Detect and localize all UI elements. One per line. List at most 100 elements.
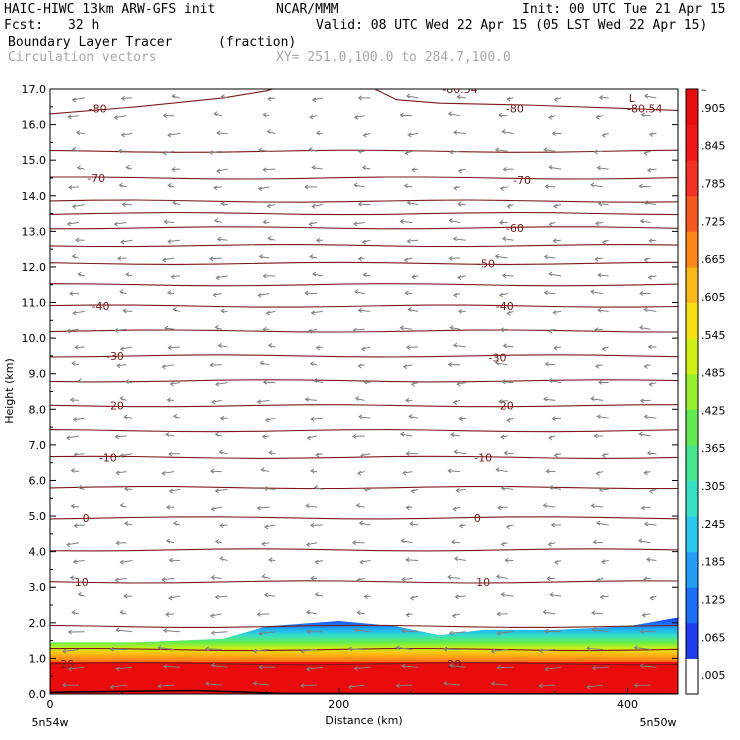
vector-head (256, 399, 261, 405)
vector-head (447, 362, 452, 367)
vector-head (310, 416, 315, 422)
vector-shaft (451, 541, 461, 544)
vector-shaft (539, 649, 556, 652)
vector-head (119, 559, 124, 565)
vector-head (643, 93, 649, 99)
x-start-location: 5n54w (32, 716, 69, 729)
circulation-vector (170, 274, 180, 280)
circulation-vector (591, 610, 603, 616)
vector-shaft (449, 664, 466, 668)
vector-head (543, 396, 548, 402)
vector-shaft (313, 380, 323, 384)
vector-shaft (453, 238, 466, 241)
vector-head (262, 219, 267, 225)
vector-shaft (165, 327, 175, 330)
vector-head (170, 274, 175, 280)
circulation-vector (502, 343, 514, 349)
vector-shaft (491, 649, 508, 652)
vector-shaft (115, 577, 127, 581)
colorbar-swatch (686, 516, 698, 553)
colorbar-swatch (686, 444, 698, 481)
vector-head (399, 431, 405, 437)
circulation-vector (168, 557, 180, 563)
vector-shaft (596, 522, 609, 526)
vector-head (553, 203, 558, 209)
circulation-vector (264, 524, 276, 530)
vector-head (267, 96, 272, 102)
circulation-vector (120, 239, 133, 245)
vector-head (597, 272, 602, 278)
vector-head (311, 203, 316, 209)
vector-shaft (306, 505, 318, 508)
vector-head (443, 681, 448, 686)
valid-time: Valid: 08 UTC Wed 22 Apr 15 (05 LST Wed … (316, 18, 708, 33)
vector-head (353, 666, 358, 671)
circulation-vector (547, 542, 556, 547)
colorbar-label: .665 (701, 253, 726, 266)
circulation-vector (454, 594, 466, 600)
circulation-vector (68, 291, 79, 297)
vector-shaft (504, 452, 514, 455)
vector-shaft (358, 309, 371, 312)
vector-head (259, 360, 264, 366)
vector-head (591, 627, 596, 633)
vector-head (268, 557, 273, 563)
vector-head (594, 327, 599, 333)
vector-head (309, 522, 315, 528)
colorbar-swatch (686, 551, 698, 588)
vector-head (400, 538, 405, 544)
circulation-vector (310, 575, 318, 581)
circulation-vector (506, 203, 514, 209)
circulation-vector (544, 628, 562, 634)
circulation-vector (362, 132, 371, 138)
circulation-vector (501, 236, 514, 241)
circulation-vector (220, 94, 228, 99)
vector-head (113, 115, 118, 121)
vector-shaft (502, 381, 514, 384)
circulation-vector (358, 520, 371, 526)
vector-shaft (258, 149, 270, 152)
vector-shaft (253, 649, 270, 652)
temperature-contour (50, 429, 678, 433)
colorbar-swatch (686, 658, 698, 695)
vector-head (404, 290, 409, 296)
vector-head (357, 95, 362, 101)
circulation-vector (73, 523, 85, 529)
circulation-vector (161, 364, 175, 370)
vector-head (304, 397, 309, 402)
vector-head (352, 327, 357, 333)
circulation-vector (300, 683, 318, 688)
vector-head (67, 666, 72, 672)
circulation-vector (601, 239, 609, 245)
vector-head (409, 521, 414, 527)
vector-shaft (217, 238, 228, 241)
circulation-vector (115, 666, 133, 672)
vector-shaft (597, 309, 609, 312)
vector-head (640, 505, 645, 511)
circulation-vector (252, 648, 270, 654)
vector-head (208, 150, 214, 155)
vector-shaft (211, 576, 222, 579)
vector-shaft (163, 629, 180, 633)
vector-head (61, 682, 67, 688)
circulation-vector (73, 452, 85, 458)
circulation-vector (167, 239, 180, 244)
vector-head (314, 591, 319, 597)
vector-head (453, 292, 458, 298)
circulation-vector (645, 556, 657, 562)
colorbar-label: .725 (701, 215, 726, 228)
circulation-vector (267, 235, 276, 241)
vector-shaft (205, 648, 222, 651)
circulation-vector (648, 238, 657, 244)
vector-head (66, 435, 71, 441)
vector-head (538, 683, 543, 689)
vector-head (395, 645, 400, 650)
vector-head (494, 360, 500, 366)
vector-head (552, 310, 557, 315)
vector-shaft (68, 115, 79, 118)
vector-head (162, 113, 167, 119)
circulation-vector (122, 308, 133, 314)
vector-head (173, 520, 178, 526)
vector-shaft (457, 96, 466, 99)
